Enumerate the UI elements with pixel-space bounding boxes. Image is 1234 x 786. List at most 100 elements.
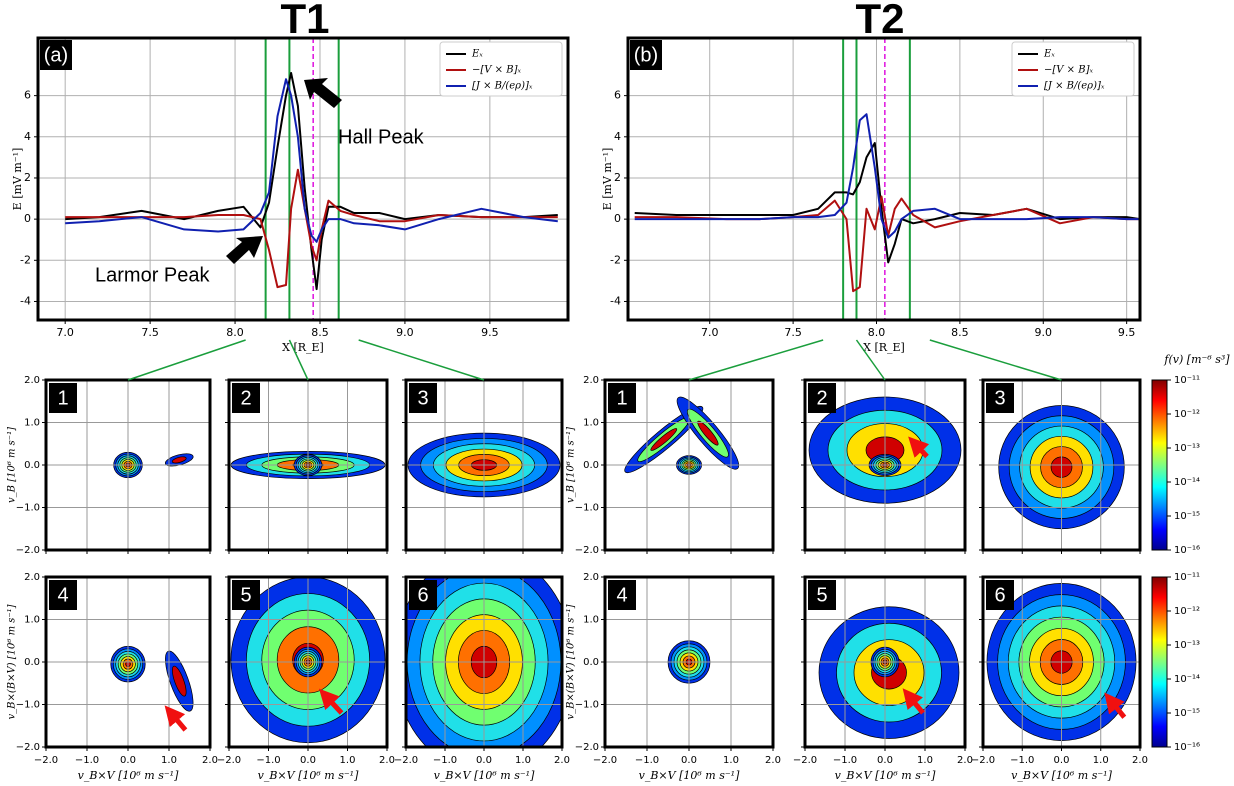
vdf-x-tick-label: −1.0 <box>433 755 457 766</box>
series-line <box>65 78 558 243</box>
x-tick-label: 7.0 <box>701 326 719 339</box>
vdf-frame <box>404 575 564 749</box>
vdf-y-tick-label: 0.0 <box>24 460 40 471</box>
x-tick-label: 8.0 <box>226 326 244 339</box>
vdf-x-tick-label: −1.0 <box>635 755 659 766</box>
vdf-x-tick-label: 1.0 <box>1093 755 1109 766</box>
series-line <box>634 113 1140 239</box>
vdf-x-axis-label: v_B×V [10⁶ m s⁻¹] <box>835 769 936 782</box>
annotation: Larmor Peak <box>95 264 210 286</box>
panel-number: 5 <box>240 584 251 606</box>
vdf-y-tick-label: 2.0 <box>24 572 40 583</box>
panel-label: (a) <box>44 44 68 66</box>
red-arrow <box>318 688 344 715</box>
vdf-x-tick-label: 2.0 <box>957 755 973 766</box>
y-tick-label: -2 <box>610 253 621 266</box>
legend-box <box>1011 41 1135 97</box>
panel-number-box <box>409 580 437 610</box>
panel-number: 6 <box>417 584 428 606</box>
vdf-frame <box>803 575 967 749</box>
vdf-y-tick-label: 1.0 <box>583 418 599 429</box>
vdf-x-tick-label: −2.0 <box>593 755 617 766</box>
vdf-y-tick-label: 2.0 <box>583 572 599 583</box>
colorbar-tick-label: 10⁻¹⁶ <box>1174 545 1200 556</box>
y-axis-label: E [mV m⁻¹] <box>601 148 614 211</box>
vdf-x-axis-label: v_B×V [10⁶ m s⁻¹] <box>258 769 359 782</box>
vdf-x-tick-label: −1.0 <box>256 755 280 766</box>
vdf-y-tick-label: 1.0 <box>24 615 40 626</box>
vdf-x-axis-label: v_B×V [10⁶ m s⁻¹] <box>639 769 740 782</box>
vdf-frame <box>44 575 212 749</box>
colorbar-tick-label: 10⁻¹⁴ <box>1174 477 1200 488</box>
vdf-x-tick-label: 1.0 <box>340 755 356 766</box>
y-tick-label: 0 <box>614 212 621 225</box>
vdf-y-tick-label: −1.0 <box>16 503 40 514</box>
y-tick-label: -2 <box>20 253 31 266</box>
vdf-x-tick-label: 2.0 <box>379 755 395 766</box>
vdf-y-tick-label: 2.0 <box>583 375 599 386</box>
y-tick-label: 0 <box>24 212 31 225</box>
connector <box>929 339 1062 381</box>
vdf-x-tick-label: −2.0 <box>217 755 241 766</box>
x-tick-label: 7.0 <box>56 326 74 339</box>
y-tick-label: 4 <box>614 130 621 143</box>
vdf-x-tick-label: 0.0 <box>120 755 136 766</box>
vdf-frame <box>981 575 1142 749</box>
colorbar-tick-label: 10⁻¹⁵ <box>1174 708 1200 719</box>
vdf-y-axis-label: v_B×(B×V) [10⁶ m s⁻¹] <box>7 604 18 719</box>
vdf-x-tick-label: −2.0 <box>793 755 817 766</box>
vdf-image <box>624 396 740 475</box>
annotation-arrow <box>226 236 263 264</box>
panel-number-box <box>808 580 836 610</box>
x-axis-label: X [R_E] <box>282 341 324 354</box>
connector <box>855 339 886 381</box>
red-arrow <box>902 688 925 715</box>
panel-number-box <box>232 383 260 413</box>
vdf-x-axis-label: v_B×V [10⁶ m s⁻¹] <box>78 769 179 782</box>
annotation: Hall Peak <box>338 126 425 148</box>
vdf-x-tick-label: −1.0 <box>833 755 857 766</box>
vdf-y-tick-label: −1.0 <box>575 700 599 711</box>
vdf-image <box>818 606 960 739</box>
x-axis-label: X [R_E] <box>863 341 905 354</box>
series-line <box>634 195 1140 293</box>
x-tick-label: 9.5 <box>1118 326 1136 339</box>
legend-label: −[V × B]ₓ <box>472 65 521 76</box>
x-tick-label: 7.5 <box>784 326 802 339</box>
x-tick-label: 9.0 <box>396 326 414 339</box>
colorbar-tick-label: 10⁻¹¹ <box>1174 572 1200 583</box>
colorbar-tick-label: 10⁻¹³ <box>1174 443 1200 454</box>
annotation-arrow <box>304 78 342 108</box>
vdf-y-axis-label: v_B×(B×V) [10⁶ m s⁻¹] <box>566 604 577 719</box>
x-tick-label: 9.0 <box>1035 326 1053 339</box>
panel-number: 4 <box>57 584 68 606</box>
panel-number: 4 <box>616 584 627 606</box>
vdf-y-tick-label: 0.0 <box>583 657 599 668</box>
red-arrow <box>908 436 930 459</box>
vdf-y-tick-label: −1.0 <box>16 700 40 711</box>
vdf-x-tick-label: −2.0 <box>34 755 58 766</box>
panel-number-box <box>49 383 77 413</box>
vdf-y-tick-label: 0.0 <box>583 460 599 471</box>
y-tick-label: 2 <box>24 171 31 184</box>
vdf-frame <box>603 575 775 749</box>
vdf-x-tick-label: 2.0 <box>765 755 781 766</box>
panel-number: 2 <box>816 387 827 409</box>
vdf-y-tick-label: −2.0 <box>16 742 40 753</box>
panel-number-box <box>608 383 636 413</box>
panel-number-box <box>808 383 836 413</box>
y-tick-label: 2 <box>614 171 621 184</box>
red-arrow <box>164 705 188 732</box>
legend-label: Eₓ <box>1043 49 1055 60</box>
vdf-x-tick-label: 1.0 <box>917 755 933 766</box>
vdf-x-tick-label: 2.0 <box>202 755 218 766</box>
vdf-x-tick-label: −2.0 <box>971 755 995 766</box>
colorbar <box>1151 576 1168 748</box>
vdf-x-tick-label: 1.0 <box>723 755 739 766</box>
panel-number: 2 <box>240 387 251 409</box>
panel-number-box <box>986 383 1014 413</box>
y-axis-label: E [mV m⁻¹] <box>11 148 24 211</box>
column-title: T1 <box>280 0 329 42</box>
panel-label: (b) <box>634 44 658 66</box>
